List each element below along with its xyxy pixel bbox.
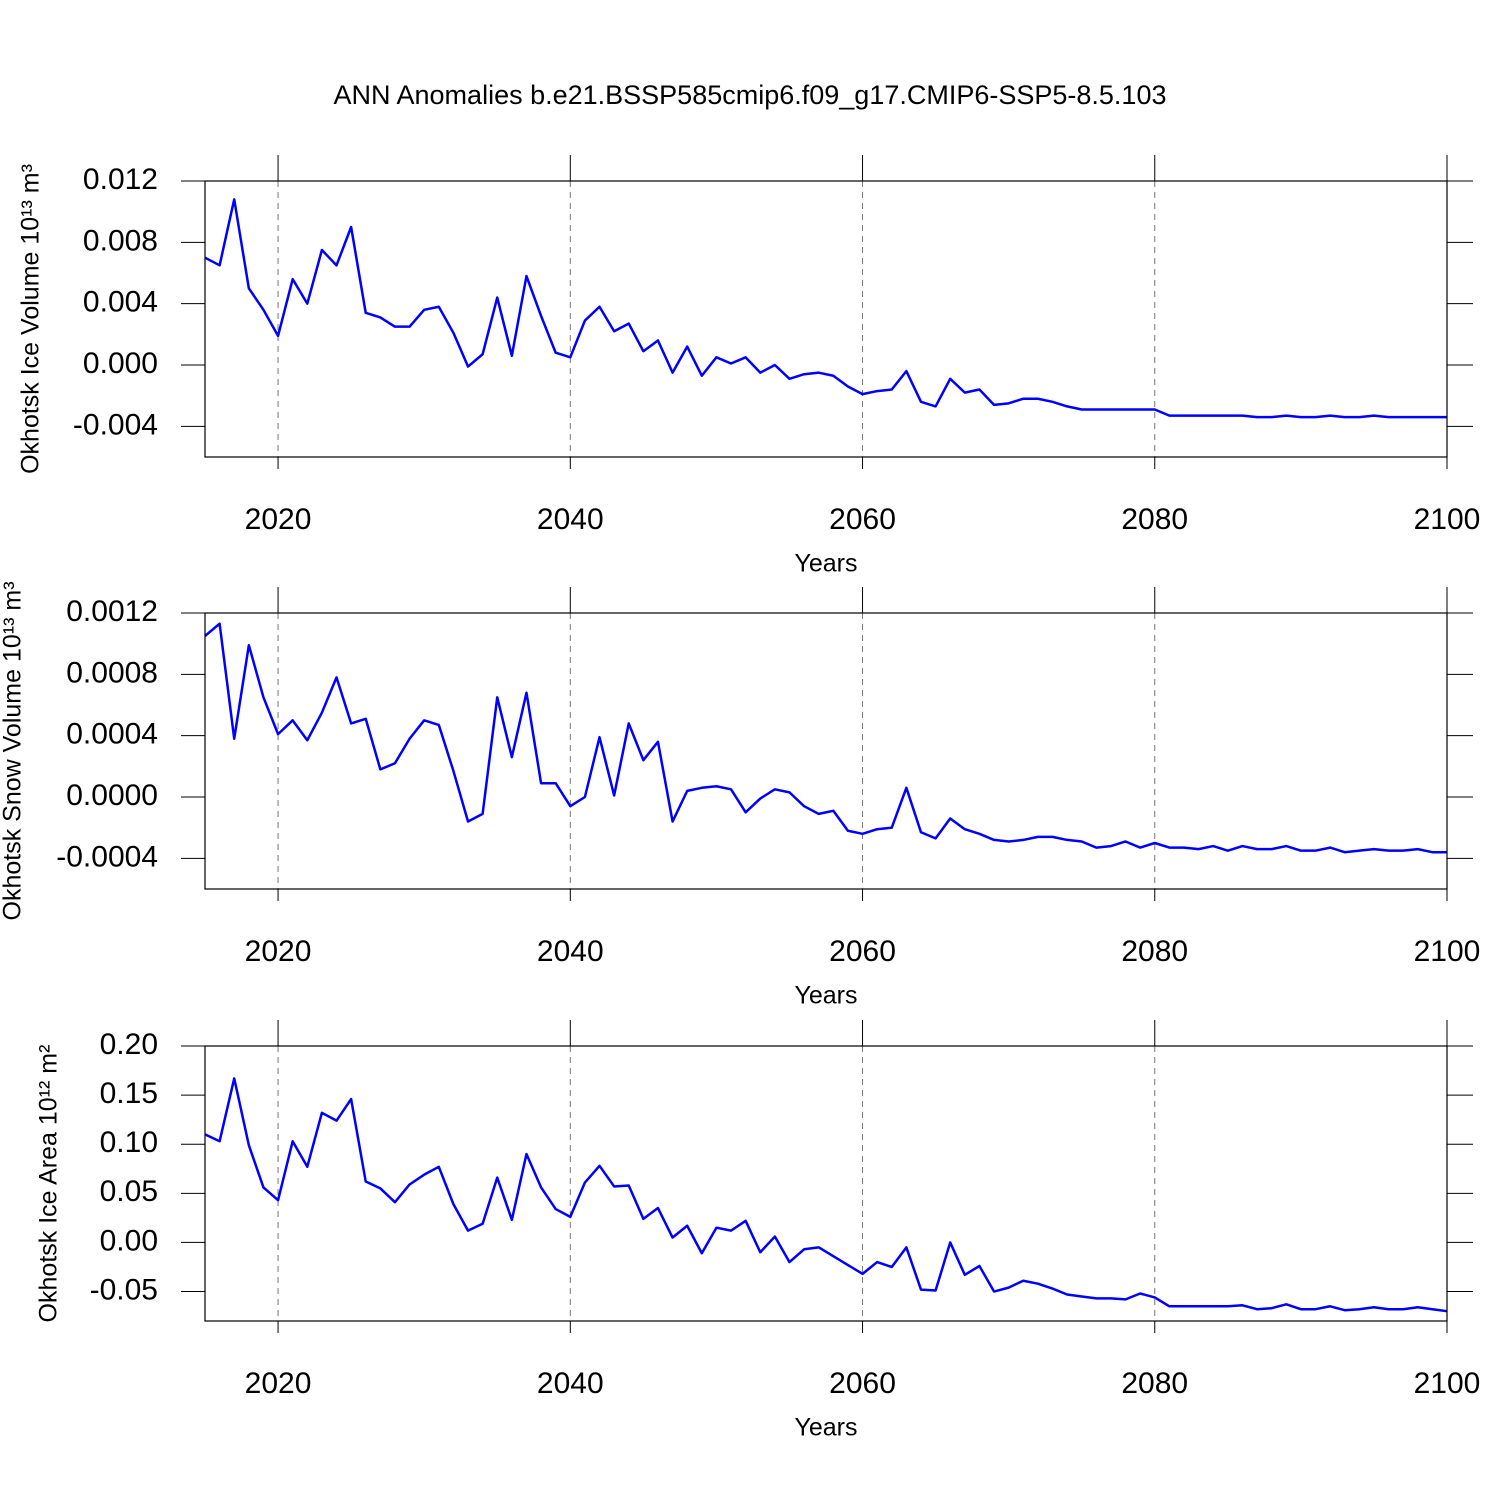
x-tick-label: 2020: [245, 935, 312, 968]
y-tick-label: 0.15: [100, 1077, 158, 1110]
x-tick-label: 2060: [829, 1367, 896, 1400]
y-tick-label: 0.20: [100, 1028, 158, 1061]
y-tick-label: 0.00: [100, 1224, 158, 1257]
y-tick-label: 0.004: [83, 286, 158, 319]
x-tick-label: 2020: [245, 503, 312, 536]
y-tick-label: -0.0004: [56, 840, 158, 873]
y-tick-label: 0.0012: [66, 595, 158, 628]
x-tick-label: 2040: [537, 935, 604, 968]
y-tick-label: 0.0004: [66, 718, 158, 751]
y-axis-label: Okhotsk Ice Area 10¹² m²: [35, 1045, 63, 1323]
x-axis-label: Years: [794, 550, 857, 578]
y-axis-label: Okhotsk Snow Volume 10¹³ m³: [0, 581, 27, 920]
plot-frame: [204, 612, 1448, 890]
x-axis-label: Years: [794, 982, 857, 1010]
x-tick-label: 2080: [1121, 935, 1188, 968]
x-tick-label: 2100: [1414, 503, 1481, 536]
data-line: [204, 622, 1447, 854]
x-tick-label: 2060: [829, 503, 896, 536]
x-tick-label: 2100: [1414, 1367, 1481, 1400]
plot-frame: [204, 180, 1448, 458]
y-axis-label: Okhotsk Ice Volume 10¹³ m³: [17, 164, 45, 474]
x-tick-label: 2040: [537, 503, 604, 536]
x-tick-label: 2080: [1121, 1367, 1188, 1400]
x-tick-label: 2080: [1121, 503, 1188, 536]
y-tick-label: -0.004: [73, 408, 158, 441]
y-tick-label: 0.000: [83, 347, 158, 380]
x-axis-label: Years: [794, 1414, 857, 1442]
y-tick-label: 0.10: [100, 1126, 158, 1159]
y-tick-label: -0.05: [90, 1273, 158, 1306]
plot-frame: [204, 1045, 1448, 1322]
x-tick-label: 2040: [537, 1367, 604, 1400]
y-tick-label: 0.05: [100, 1175, 158, 1208]
x-tick-label: 2100: [1414, 935, 1481, 968]
x-tick-label: 2060: [829, 935, 896, 968]
data-line: [204, 198, 1447, 419]
y-tick-label: 0.0000: [66, 779, 158, 812]
y-tick-label: 0.008: [83, 224, 158, 257]
x-tick-label: 2020: [245, 1367, 312, 1400]
y-tick-label: 0.0008: [66, 656, 158, 689]
figure-title: ANN Anomalies b.e21.BSSP585cmip6.f09_g17…: [334, 80, 1167, 110]
data-line: [204, 1077, 1448, 1313]
y-tick-label: 0.012: [83, 163, 158, 196]
